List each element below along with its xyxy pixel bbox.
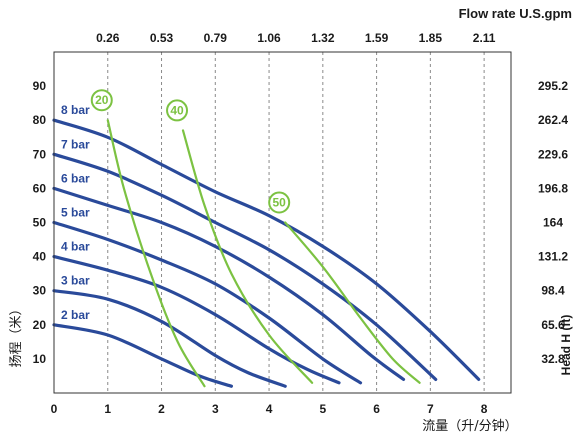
x-tick-label: 0: [51, 402, 58, 416]
y-tick-label: 80: [33, 113, 47, 127]
y-tick-label: 50: [33, 216, 47, 230]
top-tick-labels: 0.26 0.53 0.79 1.06 1.32 1.59 1.85 2.11: [96, 31, 496, 45]
right-tick-label: 262.4: [538, 113, 568, 127]
pump-line: [106, 119, 206, 388]
right-tick-label: 196.8: [538, 181, 568, 195]
x-tick-label: 3: [212, 402, 219, 416]
right-tick-label: 229.6: [538, 147, 568, 161]
right-tick-label: 131.2: [538, 250, 568, 264]
right-tick-label: 98.4: [541, 284, 565, 298]
top-tick-label: 1.32: [311, 31, 335, 45]
x-tick-label: 5: [319, 402, 326, 416]
right-tick-label: 295.2: [538, 79, 568, 93]
plot-frame: [53, 51, 512, 394]
pump-label: 40: [170, 103, 184, 117]
x-tick-label: 1: [104, 402, 111, 416]
y-tick-label: 90: [33, 79, 47, 93]
series-lines: [52, 118, 481, 388]
pressure-line: [52, 323, 233, 388]
top-axis-title: Flow rate U.S.gpm: [459, 6, 572, 21]
left-tick-labels: 10 20 30 40 50 60 70 80 90: [33, 79, 47, 366]
y-tick-label: 30: [33, 284, 47, 298]
pressure-label: 2 bar: [61, 308, 90, 322]
pump-marker: [268, 191, 291, 214]
right-tick-label: 65.6: [541, 318, 565, 332]
right-tick-labels: 32.8 65.6 98.4 131.2 164 196.8 229.6 262.4 295.2: [538, 79, 568, 366]
top-tick-label: 1.85: [419, 31, 443, 45]
pressure-line: [52, 255, 341, 385]
pressure-line: [52, 220, 363, 385]
x-tick-label: 4: [266, 402, 273, 416]
pressure-line: [52, 186, 406, 381]
x-tick-label: 7: [427, 402, 434, 416]
top-tick-label: 0.79: [204, 31, 228, 45]
y-tick-label: 40: [33, 250, 47, 264]
x-tick-label: 6: [373, 402, 380, 416]
x-tick-labels: 0 1 2 3 4 5 6 7 8: [51, 402, 488, 416]
x-tick-label: 8: [481, 402, 488, 416]
y-tick-label: 10: [33, 352, 47, 366]
y-axis-label-left: 扬程（米）: [9, 302, 24, 367]
pump-line: [181, 129, 314, 384]
y-tick-label: 60: [33, 181, 47, 195]
x-tick-label: 2: [158, 402, 165, 416]
y-tick-label: 20: [33, 318, 47, 332]
pump-line: [284, 221, 421, 384]
y-axis-label-right: Head H (ft): [559, 315, 573, 376]
pump-marker: [166, 99, 189, 122]
pressure-label: 7 bar: [61, 137, 90, 151]
pressure-label: 3 bar: [61, 274, 90, 288]
pressure-label: 6 bar: [61, 171, 90, 185]
pressure-label: 5 bar: [61, 206, 90, 220]
top-tick-label: 2.11: [473, 31, 496, 45]
top-tick-label: 0.26: [96, 31, 120, 45]
series-labels: 2 bar 3 bar 4 bar 5 bar 6 bar 7 bar 8 bar 20 40 5…: [61, 89, 291, 322]
right-tick-label: 164: [543, 216, 563, 230]
top-tick-label: 1.59: [365, 31, 389, 45]
pump-label: 20: [95, 93, 109, 107]
pump-marker: [90, 89, 113, 112]
pressure-label: 4 bar: [61, 240, 90, 254]
x-axis-label: 流量（升/分钟）: [422, 418, 517, 434]
pump-label: 50: [273, 196, 287, 210]
pressure-line: [52, 152, 438, 381]
y-tick-label: 70: [33, 147, 47, 161]
pressure-line: [52, 118, 481, 381]
pressure-line: [52, 289, 287, 388]
top-tick-label: 1.06: [257, 31, 281, 45]
right-tick-label: 32.8: [541, 352, 565, 366]
top-tick-label: 0.53: [150, 31, 174, 45]
pressure-label: 8 bar: [61, 103, 90, 117]
